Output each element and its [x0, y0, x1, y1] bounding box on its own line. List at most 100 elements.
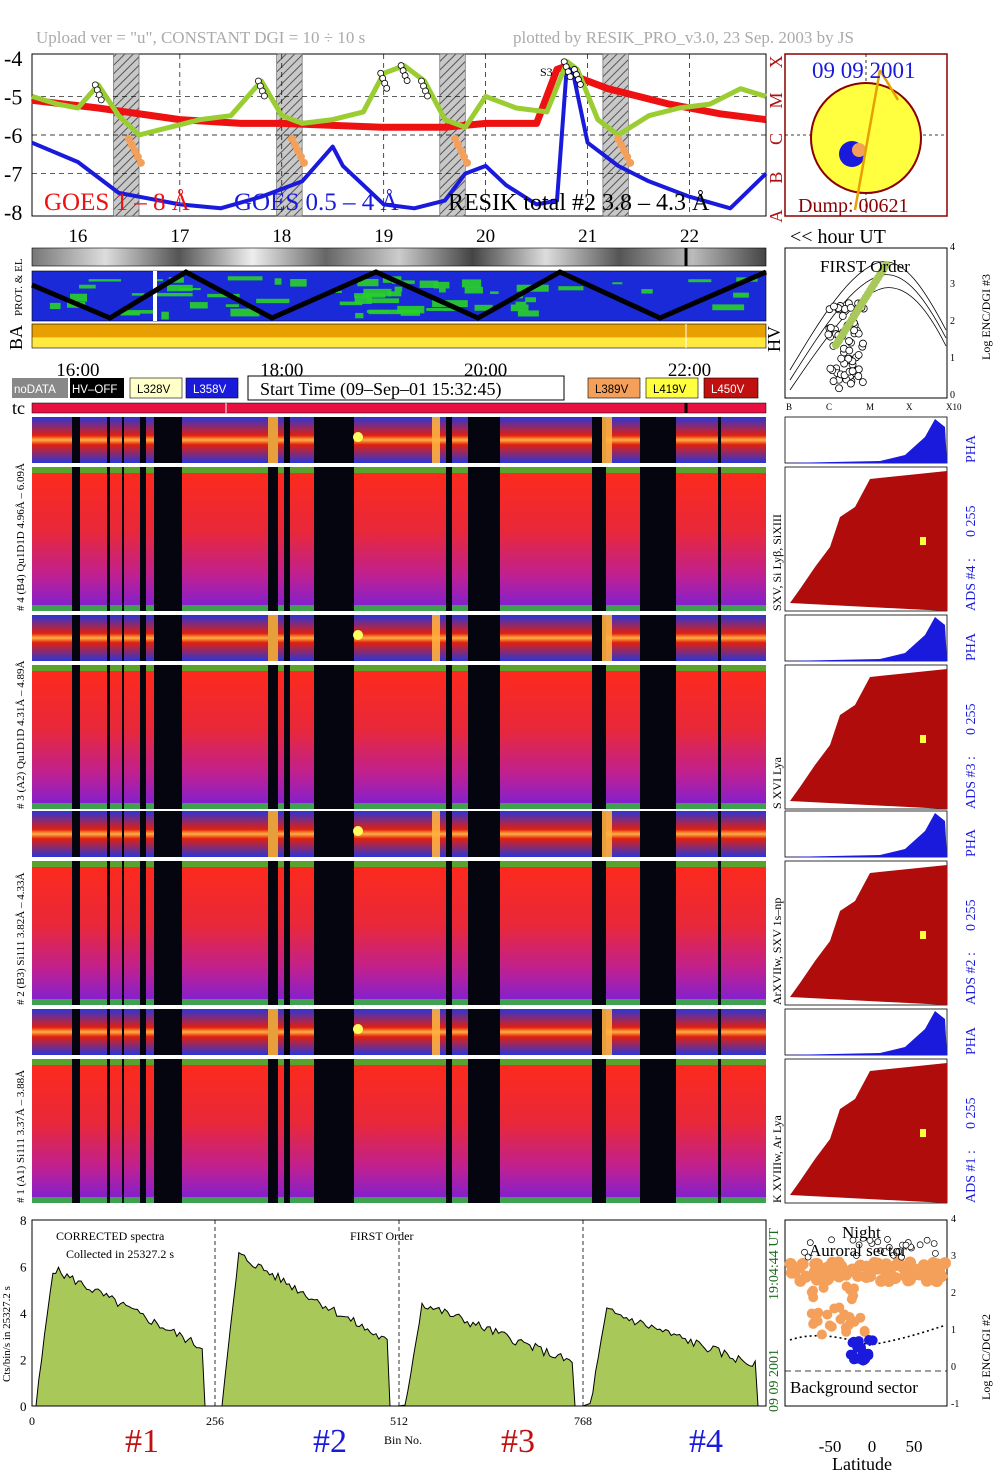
first-order-xtick: C	[826, 402, 832, 412]
channel-4: # 4 (B4) Qu1D1D 4.96Å – 6.09Å SXV, Si Lyβ…	[15, 416, 979, 612]
lat-point-orange	[835, 1314, 846, 1325]
lat-point-auroral	[927, 1256, 940, 1269]
data-gap	[718, 1009, 721, 1055]
data-gap	[498, 1009, 500, 1055]
hv-legend: noDATA HV–OFF L328V L358V Start Time (09…	[12, 375, 759, 401]
goes-class-label: B	[766, 172, 786, 184]
goes-class-labels: X M C B A	[766, 55, 786, 222]
first-order-ytick: 2	[950, 316, 955, 327]
start-time-label: Start Time (09–Sep–01 15:32:45)	[260, 379, 502, 400]
data-gap	[268, 467, 278, 611]
data-gap	[314, 811, 354, 857]
ba-panel: BA PROT. & EL HV 16:00 18:00 20:00 22:00	[6, 247, 784, 381]
first-order-point	[848, 367, 857, 376]
legend-l419: L419V	[653, 384, 687, 396]
data-gap	[446, 1009, 452, 1055]
data-gap	[140, 417, 146, 463]
resik-saa-point	[287, 134, 296, 143]
data-gap	[72, 861, 80, 1005]
flare-band	[432, 1009, 440, 1055]
data-gap	[122, 861, 124, 1005]
data-gap	[107, 665, 110, 809]
goes05-label: GOES 0.5 – 4 Å	[234, 189, 399, 216]
data-gap	[672, 811, 676, 857]
resik-label: RESIK total #2 3.8 – 4.3 Å	[448, 190, 710, 216]
proton-band	[339, 301, 363, 306]
data-gap	[154, 1059, 182, 1203]
resik-saa-point	[293, 146, 302, 155]
first-order-xtick: X	[906, 402, 913, 412]
data-gap	[107, 861, 110, 1005]
proton-band	[155, 279, 163, 282]
proton-band	[517, 310, 539, 317]
data-gap	[498, 417, 500, 463]
proton-band	[189, 302, 208, 309]
first-order-point	[850, 326, 859, 335]
data-gap	[468, 1059, 498, 1203]
legend-l450: L450V	[711, 384, 745, 396]
proton-band	[366, 298, 400, 304]
data-gap	[284, 615, 290, 661]
lat-point-auroral	[935, 1270, 948, 1283]
hour-tick: 22	[680, 226, 699, 247]
data-gap	[154, 811, 182, 857]
data-gap	[640, 615, 672, 661]
proton-band	[612, 282, 623, 285]
data-gap	[640, 1059, 672, 1203]
data-gap	[672, 861, 676, 1005]
goes-yticks: -4 -5 -6 -7 -8	[4, 46, 22, 225]
first-order-ytick: 4	[950, 242, 955, 253]
proton-band	[225, 304, 239, 308]
data-gap	[498, 1059, 500, 1203]
legend-l358: L358V	[193, 384, 227, 396]
lat-point-orange	[818, 1282, 829, 1293]
data-gap	[72, 665, 80, 809]
flare-marker	[353, 630, 363, 640]
lat-auroral: Auroral sector	[809, 1241, 907, 1260]
lat-point-orange	[846, 1294, 857, 1305]
legend-hvoff: HV–OFF	[72, 384, 117, 396]
first-order-point	[858, 378, 867, 387]
lat-point-orange	[849, 1316, 860, 1327]
proton-band	[131, 293, 145, 296]
data-gap	[718, 811, 721, 857]
hour-tick: 17	[170, 226, 189, 247]
first-order-point	[824, 330, 833, 339]
lat-point-auroral	[794, 1274, 807, 1287]
orbit-track	[853, 69, 882, 211]
spectrum-area	[32, 1251, 766, 1407]
first-order-ytick: 3	[950, 279, 955, 290]
flare-band	[432, 615, 440, 661]
channel-right-label: S XVI Lya	[770, 756, 784, 809]
proton-band	[387, 291, 402, 297]
lat-point-night	[930, 1240, 938, 1247]
goes-ytick: -8	[4, 200, 22, 225]
data-gap	[154, 861, 182, 1005]
data-gap	[140, 861, 146, 1005]
proton-band	[688, 279, 712, 283]
data-gap	[718, 467, 721, 611]
ads-histogram	[790, 1063, 947, 1203]
hour-tick: 21	[578, 226, 597, 247]
channel-ads-label: ADS #4 :	[964, 558, 979, 611]
data-gap	[640, 467, 672, 611]
lat-point-orange	[826, 1321, 837, 1332]
spectrum-xlabel: Bin No.	[384, 1433, 422, 1447]
data-gap	[268, 665, 278, 809]
lat-point-night	[853, 1252, 860, 1259]
data-gap	[350, 417, 354, 463]
first-order-point	[846, 379, 855, 388]
channel-pha-label: PHA	[964, 434, 979, 463]
data-gap	[446, 417, 452, 463]
data-gap	[446, 665, 452, 809]
proton-band	[464, 286, 483, 294]
hv-strip	[31, 323, 767, 349]
goes-class-label: X	[766, 55, 786, 68]
lat-point-background	[860, 1353, 871, 1364]
pha-histogram	[785, 617, 947, 661]
proton-band	[394, 286, 403, 292]
goes-class-label: C	[766, 133, 786, 145]
lat-point-orange	[841, 1326, 852, 1337]
channel-right-label: K XVIIIw, Ar Lya	[770, 1114, 784, 1203]
proton-band	[355, 312, 364, 319]
